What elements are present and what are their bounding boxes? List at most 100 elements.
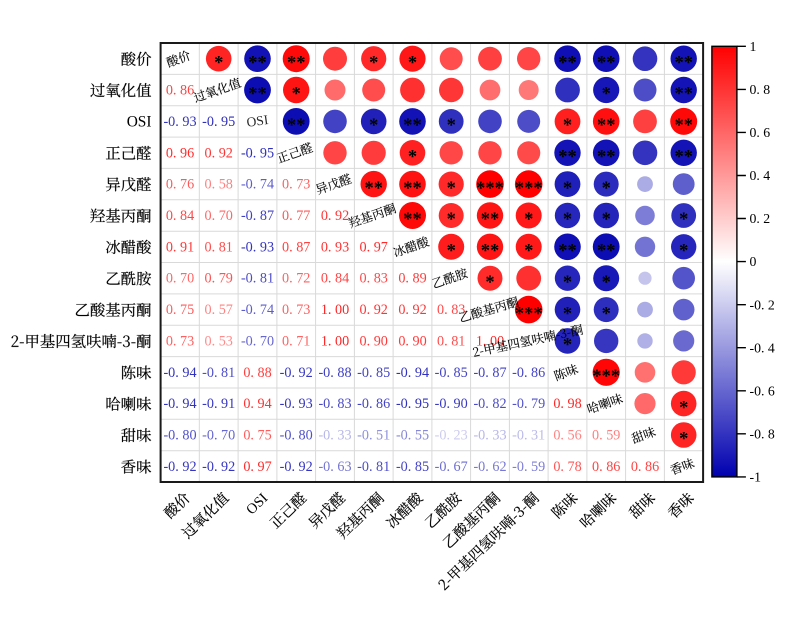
- svg-text:-0. 92: -0. 92: [280, 365, 313, 381]
- svg-text:0. 92: 0. 92: [360, 302, 388, 318]
- svg-text:-0. 91: -0. 91: [202, 396, 235, 412]
- svg-text:0. 56: 0. 56: [553, 428, 581, 444]
- svg-text:0. 84: 0. 84: [321, 271, 349, 287]
- svg-text:-0. 74: -0. 74: [241, 177, 274, 193]
- svg-text:-0. 81: -0. 81: [241, 271, 274, 287]
- svg-text:-0. 93: -0. 93: [280, 396, 313, 412]
- svg-text:0. 87: 0. 87: [282, 239, 310, 255]
- svg-text:-0. 2: -0. 2: [750, 297, 775, 312]
- svg-text:0. 70: 0. 70: [205, 208, 233, 224]
- svg-text:0. 73: 0. 73: [166, 333, 194, 349]
- svg-text:-0. 70: -0. 70: [202, 428, 235, 444]
- svg-text:-0. 93: -0. 93: [163, 114, 196, 130]
- svg-text:*: *: [563, 210, 572, 230]
- svg-text:0. 6: 0. 6: [750, 125, 771, 140]
- svg-text:*: *: [602, 304, 611, 324]
- svg-text:*: *: [679, 242, 688, 262]
- svg-text:**: **: [597, 53, 616, 73]
- svg-text:0. 92: 0. 92: [398, 302, 426, 318]
- svg-text:**: **: [558, 53, 577, 73]
- svg-text:*: *: [292, 85, 301, 105]
- svg-text:*: *: [447, 210, 456, 230]
- svg-text:-0. 8: -0. 8: [750, 426, 775, 441]
- svg-text:-0. 81: -0. 81: [202, 365, 235, 381]
- svg-text:**: **: [287, 116, 306, 136]
- svg-text:***: ***: [592, 367, 620, 387]
- svg-text:0. 57: 0. 57: [205, 302, 233, 318]
- svg-text:0. 83: 0. 83: [437, 302, 465, 318]
- svg-text:-0. 87: -0. 87: [473, 365, 506, 381]
- svg-text:-0. 80: -0. 80: [280, 428, 313, 444]
- svg-text:*: *: [679, 210, 688, 230]
- svg-text:-0. 85: -0. 85: [435, 365, 468, 381]
- svg-text:0. 83: 0. 83: [360, 271, 388, 287]
- svg-text:-0. 93: -0. 93: [241, 239, 274, 255]
- svg-text:0. 75: 0. 75: [243, 428, 271, 444]
- svg-text:1. 00: 1. 00: [321, 302, 349, 318]
- svg-text:-0. 70: -0. 70: [241, 333, 274, 349]
- svg-text:-0. 59: -0. 59: [512, 459, 545, 475]
- svg-text:*: *: [447, 116, 456, 136]
- svg-text:-0. 85: -0. 85: [396, 459, 429, 475]
- svg-text:0. 72: 0. 72: [282, 271, 310, 287]
- svg-text:0. 86: 0. 86: [166, 83, 194, 99]
- svg-text:0. 93: 0. 93: [321, 239, 349, 255]
- svg-text:-0. 94: -0. 94: [396, 365, 429, 381]
- svg-text:0. 71: 0. 71: [282, 333, 310, 349]
- svg-text:0. 84: 0. 84: [166, 208, 194, 224]
- svg-text:*: *: [602, 179, 611, 199]
- svg-text:**: **: [674, 148, 693, 168]
- svg-text:0. 78: 0. 78: [553, 459, 581, 475]
- svg-text:0. 76: 0. 76: [166, 177, 194, 193]
- svg-text:0. 98: 0. 98: [553, 396, 581, 412]
- svg-text:-0. 92: -0. 92: [280, 459, 313, 475]
- svg-text:-0. 88: -0. 88: [318, 365, 351, 381]
- svg-text:**: **: [287, 53, 306, 73]
- svg-text:-0. 95: -0. 95: [241, 145, 274, 161]
- svg-text:**: **: [674, 116, 693, 136]
- svg-text:**: **: [674, 53, 693, 73]
- svg-text:***: ***: [515, 179, 543, 199]
- svg-text:0. 94: 0. 94: [243, 396, 271, 412]
- svg-text:0. 73: 0. 73: [282, 177, 310, 193]
- svg-text:-0. 92: -0. 92: [163, 459, 196, 475]
- svg-text:0. 53: 0. 53: [205, 333, 233, 349]
- svg-text:**: **: [403, 116, 422, 136]
- svg-text:-0. 23: -0. 23: [435, 428, 468, 444]
- svg-text:0. 8: 0. 8: [750, 82, 771, 97]
- svg-text:0. 88: 0. 88: [243, 365, 271, 381]
- svg-text:**: **: [481, 242, 500, 262]
- svg-text:-0. 79: -0. 79: [512, 396, 545, 412]
- svg-text:*: *: [563, 116, 572, 136]
- svg-text:*: *: [447, 242, 456, 262]
- svg-text:-0. 85: -0. 85: [357, 365, 390, 381]
- svg-text:1. 00: 1. 00: [476, 333, 504, 349]
- svg-text:*: *: [447, 179, 456, 199]
- svg-text:***: ***: [476, 179, 504, 199]
- svg-text:*: *: [485, 273, 494, 293]
- svg-text:*: *: [408, 148, 417, 168]
- svg-text:0. 73: 0. 73: [282, 302, 310, 318]
- svg-text:0. 81: 0. 81: [437, 333, 465, 349]
- svg-text:-0. 33: -0. 33: [473, 428, 506, 444]
- svg-text:*: *: [679, 398, 688, 418]
- svg-text:-0. 55: -0. 55: [396, 428, 429, 444]
- svg-text:-0. 33: -0. 33: [318, 428, 351, 444]
- svg-text:*: *: [524, 210, 533, 230]
- svg-text:*: *: [602, 85, 611, 105]
- svg-text:-0. 62: -0. 62: [473, 459, 506, 475]
- svg-text:0. 77: 0. 77: [282, 208, 310, 224]
- svg-text:-0. 92: -0. 92: [202, 459, 235, 475]
- svg-text:-1: -1: [750, 470, 762, 485]
- svg-text:**: **: [248, 85, 267, 105]
- svg-text:0: 0: [750, 254, 757, 269]
- svg-text:0. 4: 0. 4: [750, 168, 771, 183]
- svg-text:*: *: [369, 53, 378, 73]
- svg-text:0. 86: 0. 86: [631, 459, 659, 475]
- svg-text:-0. 95: -0. 95: [202, 114, 235, 130]
- svg-text:-0. 67: -0. 67: [435, 459, 468, 475]
- svg-text:**: **: [597, 242, 616, 262]
- svg-text:-0. 86: -0. 86: [512, 365, 545, 381]
- svg-text:0. 58: 0. 58: [205, 177, 233, 193]
- svg-text:-0. 86: -0. 86: [357, 396, 390, 412]
